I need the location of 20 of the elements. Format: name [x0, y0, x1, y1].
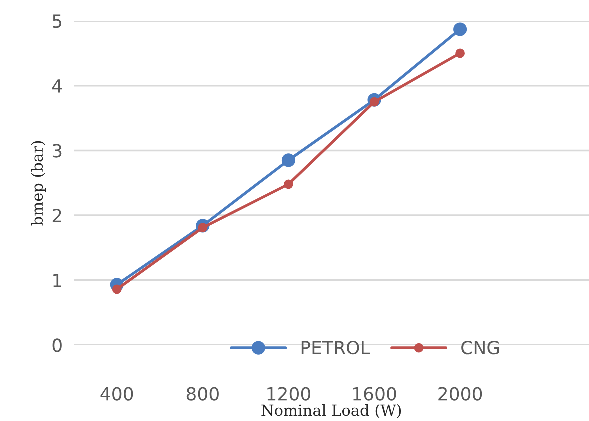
legend-label: PETROL: [302, 340, 370, 355]
y-tick-label: 1: [54, 274, 62, 288]
y-tick-label: 4: [52, 80, 62, 93]
x-tick-label: 2000: [438, 387, 482, 401]
x-tick-label: 1200: [268, 387, 310, 401]
y-axis-title: bmep (bar): [31, 141, 46, 226]
y-tick-label: 2: [52, 209, 62, 222]
legend-label: CNG: [462, 340, 500, 355]
point: [282, 154, 296, 168]
point: [454, 22, 468, 36]
x-tick-label: 800: [186, 387, 219, 401]
point: [284, 180, 294, 190]
x-axis-title: Nominal Load (W): [262, 404, 402, 418]
y-tick-label: 5: [53, 14, 62, 28]
point: [112, 284, 122, 294]
point: [456, 48, 465, 58]
x-tick-label: 1600: [354, 387, 396, 401]
y-tick-label: 3: [52, 144, 62, 158]
x-tick-label: 400: [100, 387, 134, 401]
y-tick-label: 0: [52, 338, 62, 352]
